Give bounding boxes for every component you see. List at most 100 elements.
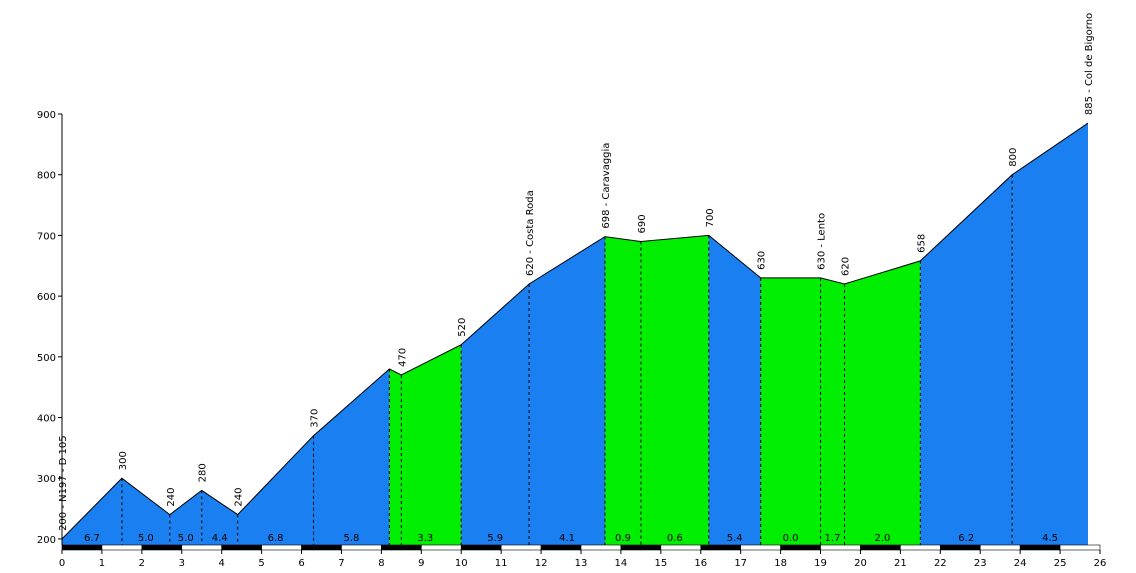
scale-bar-block	[700, 544, 741, 551]
elevation-label: 240	[234, 488, 245, 507]
segment-fill	[640, 235, 709, 545]
elevation-label: 620	[840, 257, 851, 276]
y-axis: 200 300 400 500 600 700 800 900	[37, 110, 63, 546]
scale-bar-block	[620, 544, 662, 551]
gradient-label: 5.9	[487, 533, 503, 544]
x-tick-label: 23	[974, 558, 987, 569]
x-tick-label: 25	[1054, 558, 1067, 569]
gradient-label: 1.7	[825, 533, 841, 544]
scale-bar-block	[820, 544, 861, 551]
y-tick-label: 400	[37, 414, 56, 425]
y-tick-label: 800	[37, 171, 56, 182]
x-axis: 0 1 2 3 4 5 6 7 8 9 10 11 12 13 14 15 16 17 18 19 20 21 22 23 24…	[59, 550, 1107, 569]
profile-fills	[62, 123, 1088, 545]
segment-fill	[605, 236, 641, 545]
profile-outline	[61, 122, 1089, 540]
x-tick-label: 10	[455, 558, 468, 569]
y-tick-label: 700	[37, 231, 56, 242]
segment-fill	[62, 478, 122, 545]
y-tick-label: 300	[37, 474, 56, 485]
scale-bar-block	[341, 544, 382, 551]
gradient-label: 5.0	[138, 533, 154, 544]
x-tick-label: 9	[418, 558, 424, 569]
distance-scale-bar	[61, 544, 1101, 551]
scale-bar-block	[381, 544, 422, 551]
gradient-label: 5.4	[727, 533, 743, 544]
scale-bar-block	[860, 544, 901, 551]
x-tick-label: 3	[179, 558, 185, 569]
scale-bar-block	[1059, 544, 1101, 551]
x-tick-label: 18	[774, 558, 787, 569]
segment-fill	[121, 478, 170, 545]
segment-dividers	[121, 174, 1013, 545]
scale-bar-block	[740, 544, 781, 551]
x-tick-label: 6	[298, 558, 304, 569]
scale-bar-block	[660, 544, 702, 551]
segment-fill	[461, 284, 530, 545]
scale-bar-block	[500, 544, 542, 551]
x-tick-label: 14	[615, 558, 628, 569]
segment-fill	[169, 490, 202, 545]
x-tick-label: 24	[1014, 558, 1027, 569]
segment-fill	[237, 435, 314, 545]
y-tick-label: 200	[37, 535, 56, 546]
x-tick-label: 7	[338, 558, 344, 569]
scale-bar-block	[580, 544, 622, 551]
scale-bar-block	[780, 544, 821, 551]
gradient-label: 6.8	[268, 533, 284, 544]
gradient-label: 0.6	[667, 533, 683, 544]
x-tick-label: 22	[934, 558, 947, 569]
x-tick-label: 0	[59, 558, 65, 569]
scale-bar-block	[181, 544, 222, 551]
x-tick-label: 1	[99, 558, 105, 569]
gradient-label: 5.8	[343, 533, 359, 544]
elevation-label: 700	[705, 208, 716, 227]
scale-bar-block	[540, 544, 582, 551]
segment-fill	[708, 235, 761, 545]
elevation-point-labels: 200 - N197 - D 105 300 240 280 240 370 470 520 6…	[58, 13, 1095, 531]
gradient-label: 6.7	[84, 533, 100, 544]
scale-bar-block	[261, 544, 302, 551]
scale-bar-block	[460, 544, 502, 551]
segment-fill	[1012, 123, 1088, 545]
gradient-label: 2.0	[874, 533, 890, 544]
elevation-label: 470	[397, 348, 408, 367]
scale-bar-block	[421, 544, 462, 551]
x-tick-label: 13	[575, 558, 588, 569]
segment-fill	[760, 277, 821, 545]
x-tick-label: 11	[495, 558, 508, 569]
elevation-label: 630	[757, 251, 768, 270]
gradient-label: 4.1	[559, 533, 575, 544]
x-tick-label: 17	[734, 558, 747, 569]
scale-bar-block	[301, 544, 342, 551]
segment-fill	[820, 277, 845, 545]
x-tick-label: 26	[1094, 558, 1107, 569]
elevation-label: 300	[118, 451, 129, 470]
elevation-label: 520	[457, 318, 468, 337]
segment-fill	[844, 260, 921, 545]
elevation-label: 885 - Col de Bigorno	[1084, 13, 1095, 115]
x-tick-label: 15	[654, 558, 667, 569]
y-tick-label: 500	[37, 353, 56, 364]
segment-fill	[920, 174, 1013, 545]
y-tick-label: 600	[37, 292, 56, 303]
elevation-label: 658	[916, 234, 927, 253]
elevation-label: 800	[1008, 148, 1019, 167]
segment-fill	[389, 344, 462, 545]
elevation-label: 280	[198, 463, 209, 482]
x-tick-label: 5	[258, 558, 264, 569]
scale-bar-block	[979, 544, 1021, 551]
gradient-labels: 6.7 5.0 5.0 4.4 6.8 5.8 3.3 5.9 4.1 0.9 0.6 5.4 0.0 1…	[84, 533, 1058, 544]
gradient-label: 4.4	[212, 533, 228, 544]
elevation-label: 690	[637, 214, 648, 233]
elevation-label: 200 - N197 - D 105	[58, 435, 69, 531]
x-tick-label: 21	[894, 558, 907, 569]
x-tick-label: 19	[814, 558, 827, 569]
elevation-label: 370	[310, 409, 321, 428]
elevation-label: 698 - Caravaggia	[601, 143, 612, 229]
x-tick-label: 16	[694, 558, 707, 569]
scale-bar-block	[61, 544, 103, 551]
gradient-label: 5.0	[178, 533, 194, 544]
x-tick-label: 8	[378, 558, 384, 569]
